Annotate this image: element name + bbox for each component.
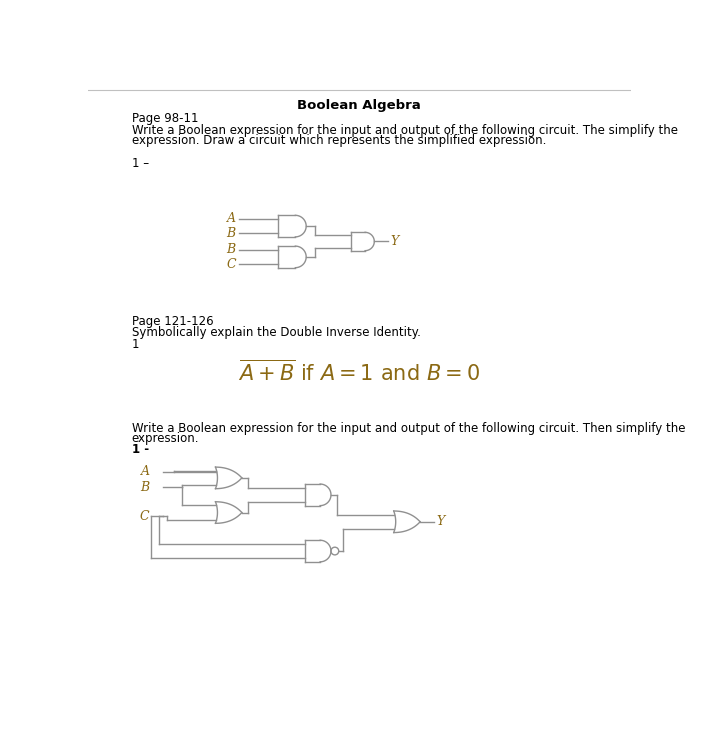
Text: Symbolically explain the Double Inverse Identity.: Symbolically explain the Double Inverse …: [132, 326, 421, 339]
Text: A: A: [226, 212, 236, 226]
Text: 1: 1: [132, 338, 139, 351]
Text: Write a Boolean expression for the input and output of the following circuit. Th: Write a Boolean expression for the input…: [132, 421, 686, 435]
Text: B: B: [140, 481, 149, 493]
Text: Write a Boolean expression for the input and output of the following circuit. Th: Write a Boolean expression for the input…: [132, 124, 678, 137]
Text: 1 –: 1 –: [132, 157, 149, 170]
Text: 1 -: 1 -: [132, 443, 149, 456]
Text: B: B: [226, 243, 236, 256]
Text: expression. Draw a circuit which represents the simplified expression.: expression. Draw a circuit which represe…: [132, 134, 546, 147]
Text: Boolean Algebra: Boolean Algebra: [297, 99, 421, 112]
Text: $\overline{A+B}\ \mathrm{if}\ A=1\ \mathrm{and}\ B=0$: $\overline{A+B}\ \mathrm{if}\ A=1\ \math…: [238, 360, 479, 385]
Text: B: B: [226, 227, 236, 240]
Text: C: C: [226, 257, 236, 271]
Text: A: A: [141, 465, 149, 479]
Text: C: C: [140, 510, 149, 523]
Text: Page 121-126: Page 121-126: [132, 315, 213, 328]
Text: Y: Y: [390, 235, 399, 248]
Text: expression.: expression.: [132, 432, 199, 444]
Text: Page 98-11: Page 98-11: [132, 112, 198, 125]
Text: Y: Y: [437, 515, 444, 528]
